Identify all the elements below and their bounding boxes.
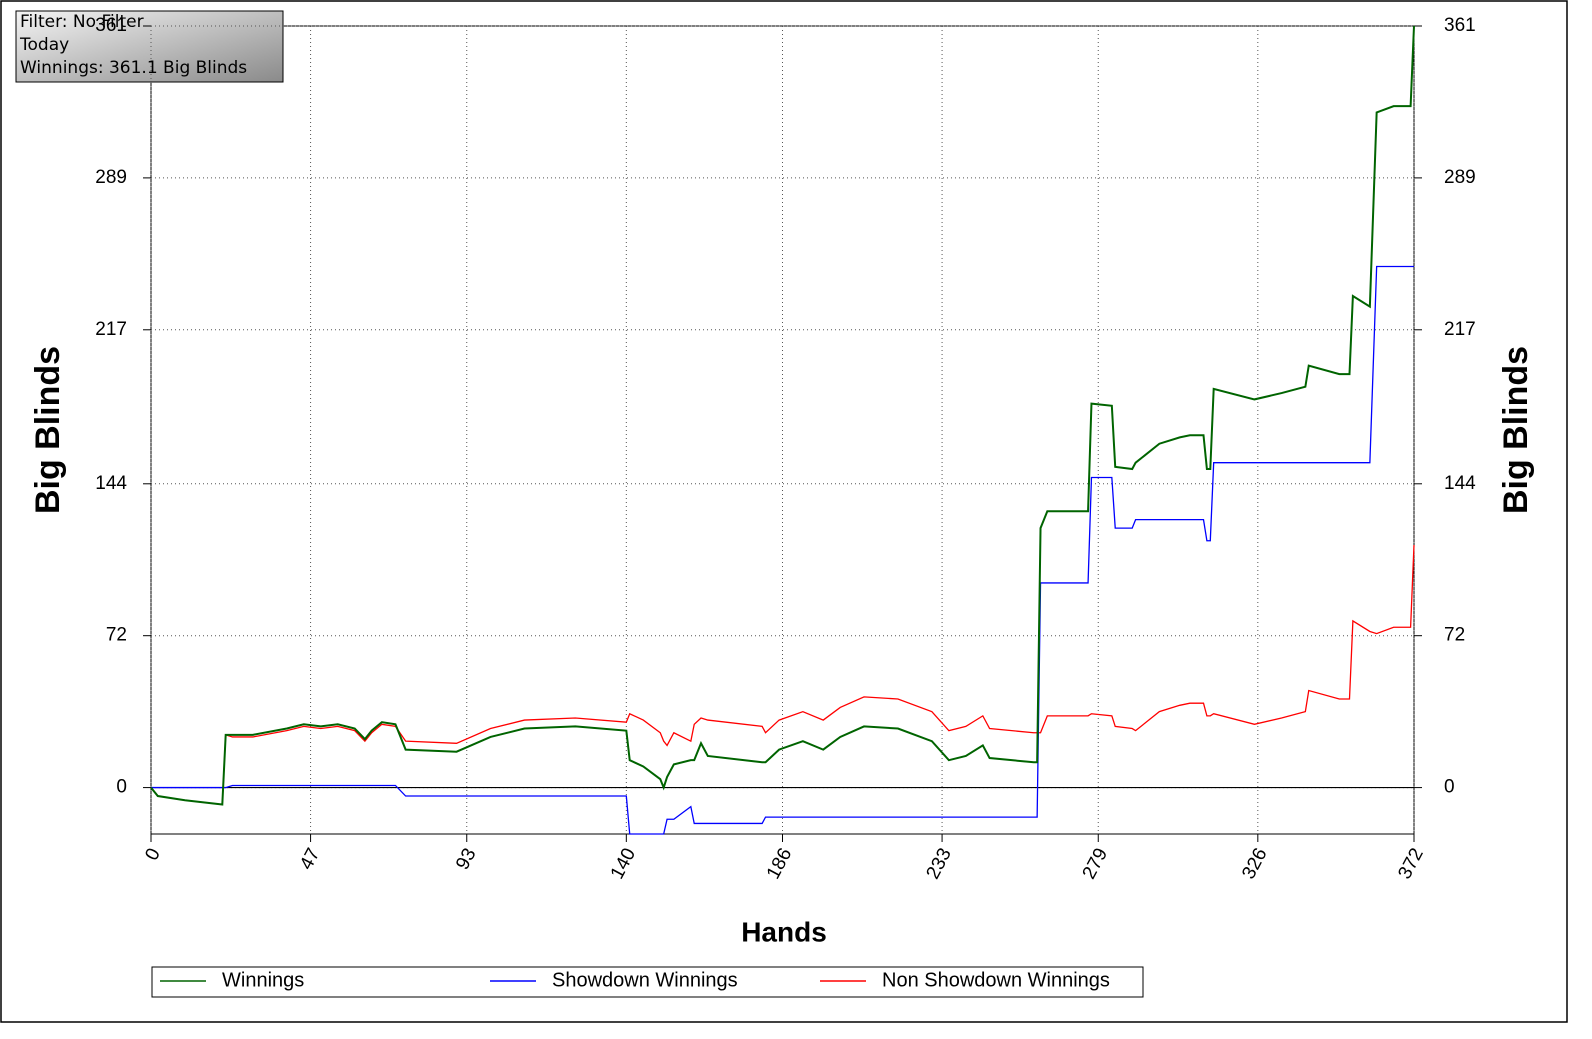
series-line (150, 25, 1415, 806)
y-tick-label: 144 (95, 473, 127, 494)
info-text: Today (19, 35, 69, 55)
info-text: Winnings: 361.1 Big Blinds (20, 58, 247, 78)
y2-tick-label: 144 (1444, 473, 1476, 494)
info-text: Filter: No Filter (20, 12, 144, 32)
y2-tick-label: 0 (1444, 777, 1455, 798)
legend-label: Winnings (222, 969, 304, 991)
y-tick-label: 289 (95, 167, 127, 188)
y-tick-label: 0 (116, 777, 127, 798)
y2-tick-label: 361 (1444, 15, 1476, 36)
info-box (15, 10, 284, 83)
y2-tick-label: 289 (1444, 167, 1476, 188)
legend (151, 966, 1144, 998)
y2-tick-label: 72 (1444, 625, 1465, 646)
y-tick-label: 72 (106, 625, 127, 646)
legend-label: Showdown Winnings (552, 969, 738, 991)
x-axis-title: Hands (741, 916, 827, 947)
series-line (150, 544, 1415, 806)
y2-tick-label: 217 (1444, 319, 1476, 340)
y2-axis-title: Big Blinds (1497, 346, 1535, 514)
legend-label: Non Showdown Winnings (882, 969, 1110, 991)
y-axis-title: Big Blinds (29, 346, 67, 514)
y-tick-label: 217 (95, 319, 127, 340)
frame (0, 0, 1568, 1023)
y-tick-label: 361 (95, 15, 127, 36)
series-line (151, 265, 1414, 835)
